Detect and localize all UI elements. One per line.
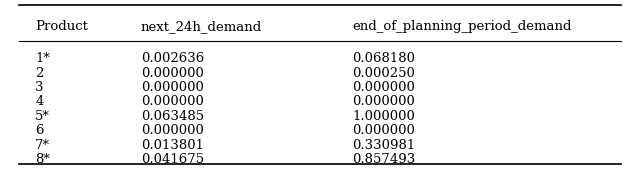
Text: 0.000000: 0.000000	[141, 95, 204, 108]
Text: 0.857493: 0.857493	[352, 153, 415, 166]
Text: 2: 2	[35, 67, 44, 80]
Text: 3: 3	[35, 81, 44, 94]
Text: Product: Product	[35, 20, 88, 33]
Text: end_of_planning_period_demand: end_of_planning_period_demand	[352, 20, 572, 33]
Text: 6: 6	[35, 124, 44, 137]
Text: 4: 4	[35, 95, 44, 108]
Text: 0.000000: 0.000000	[141, 124, 204, 137]
Text: 0.000000: 0.000000	[352, 95, 415, 108]
Text: 0.002636: 0.002636	[141, 52, 204, 65]
Text: 0.000250: 0.000250	[352, 67, 415, 80]
Text: 0.063485: 0.063485	[141, 110, 204, 123]
Text: 1.000000: 1.000000	[352, 110, 415, 123]
Text: 0.000000: 0.000000	[352, 81, 415, 94]
Text: 1*: 1*	[35, 52, 50, 65]
Text: 0.013801: 0.013801	[141, 139, 204, 152]
Text: 0.330981: 0.330981	[352, 139, 415, 152]
Text: 8*: 8*	[35, 153, 50, 166]
Text: 5*: 5*	[35, 110, 50, 123]
Text: 7*: 7*	[35, 139, 50, 152]
Text: 0.041675: 0.041675	[141, 153, 204, 166]
Text: 0.068180: 0.068180	[352, 52, 415, 65]
Text: next_24h_demand: next_24h_demand	[141, 20, 262, 33]
Text: 0.000000: 0.000000	[141, 67, 204, 80]
Text: 0.000000: 0.000000	[352, 124, 415, 137]
Text: 0.000000: 0.000000	[141, 81, 204, 94]
